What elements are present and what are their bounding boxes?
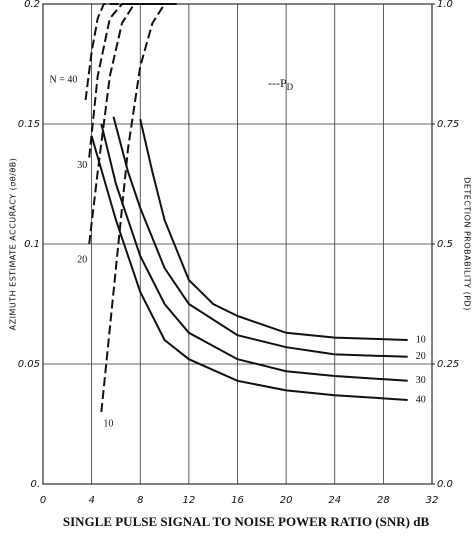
accuracy-curve [139,118,408,341]
y2-tick-label: 0.5 [437,239,453,250]
pd-annotation-main: ---P [268,76,287,90]
x-tick-label: 8 [137,495,143,506]
x-tick-label: 24 [328,495,341,506]
x-tick-label: 28 [377,495,390,506]
series-label: 20 [77,254,87,265]
series-label: 40 [416,394,426,405]
x-tick-label: 12 [183,495,196,506]
series-label: 10 [416,334,426,345]
series-label: 20 [416,351,426,362]
series-label: 30 [416,375,426,386]
pd-curve [88,3,177,245]
x-tick-label: 4 [88,495,94,506]
x-tick-label: 16 [231,495,244,506]
accuracy-curve [100,123,408,382]
y2-tick-label: 0.0 [437,479,453,490]
x-tick-label: 0 [40,495,46,506]
y2-tick-label: 0.25 [437,359,459,370]
x-tick-label: 32 [426,495,439,506]
y-tick-label: 0.1 [24,239,40,250]
x-tick-label: 20 [280,495,293,506]
y-tick-label: 0. [30,479,40,490]
y2-tick-label: 0.75 [437,119,459,130]
series-label: N = 40 [50,74,78,85]
series-label: 30 [77,160,87,171]
x-axis-label: SINGLE PULSE SIGNAL TO NOISE POWER RATIO… [63,514,430,529]
y2-axis-label: DETECTION PROBABILITY (PD) [463,177,472,311]
pd-annotation: ---PD [268,76,294,92]
y2-tick-label: 1.0 [437,0,453,10]
y-tick-label: 0.05 [18,359,40,370]
accuracy-curve [90,135,408,401]
y-tick-label: 0.15 [18,119,40,130]
pd-annotation-sub: D [287,82,294,92]
y-axis-label: AZIMUTH ESTIMATE ACCURACY (σθ/θB) [9,158,18,331]
accuracy-curve [112,116,408,358]
pd-curve [100,3,177,413]
series-label: 10 [103,418,113,429]
y-tick-label: 0.2 [24,0,40,10]
pd-curve [88,3,165,158]
